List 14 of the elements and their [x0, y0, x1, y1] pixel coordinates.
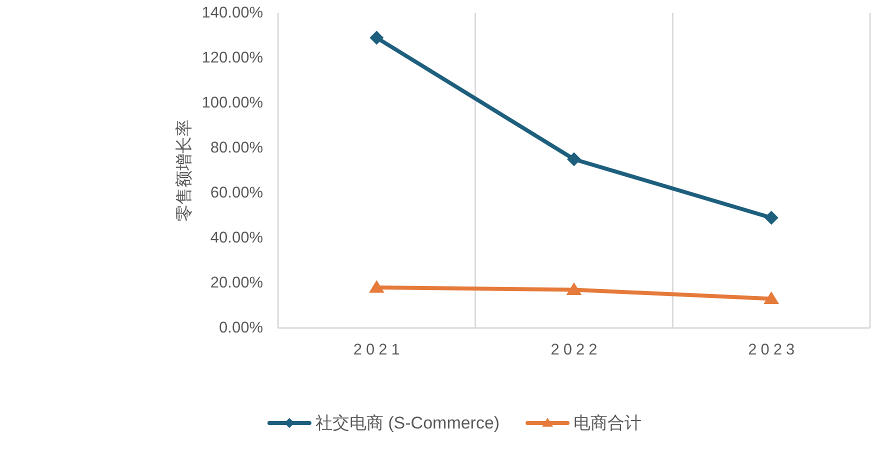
y-tick-label: 140.00%: [202, 4, 263, 22]
x-tick-label: 2023: [748, 342, 799, 358]
y-tick-label: 20.00%: [210, 274, 263, 292]
legend-label: 社交电商 (S-Commerce): [315, 414, 500, 432]
y-axis-title: 零售额增长率: [174, 120, 194, 222]
y-tick-label: 40.00%: [210, 230, 263, 246]
y-tick-label: 100.00%: [202, 94, 263, 112]
y-tick-label: 120.00%: [202, 50, 263, 66]
y-tick-label: 0.00%: [219, 320, 263, 336]
y-tick-label: 60.00%: [210, 184, 263, 202]
legend-label: 电商合计: [574, 414, 642, 432]
x-tick-label: 2022: [550, 342, 602, 358]
y-tick-label: 80.00%: [210, 140, 263, 156]
x-tick-label: 2021: [353, 342, 404, 358]
